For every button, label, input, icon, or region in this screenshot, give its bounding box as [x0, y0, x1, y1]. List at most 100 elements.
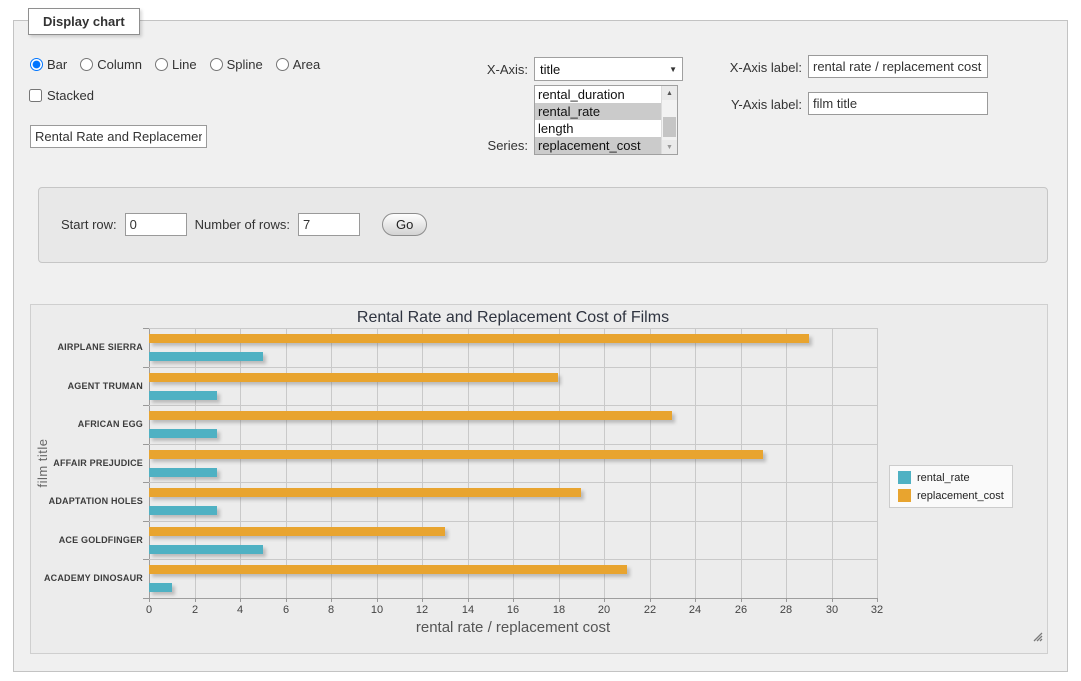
axis-tick: [286, 598, 287, 602]
x-tick-label: 22: [643, 604, 657, 616]
axis-tick: [468, 598, 469, 602]
gridline-x-0: [149, 328, 150, 598]
chevron-down-icon: ▼: [669, 64, 677, 74]
band-line: [149, 444, 877, 445]
axis-tick: [786, 598, 787, 602]
chart-type-radio-line[interactable]: [155, 58, 169, 71]
bar-rental_rate: [149, 391, 217, 400]
category-label: ACE GOLDFINGER: [58, 535, 143, 545]
x-axis-selected-value: title: [540, 61, 561, 77]
gridline-x-10: [377, 328, 378, 598]
axis-nub: [143, 598, 149, 599]
gridline-x-26: [741, 328, 742, 598]
category-label: AFFAIR PREJUDICE: [53, 458, 143, 468]
axis-nub: [143, 405, 149, 406]
series-option-rental_duration[interactable]: rental_duration: [538, 87, 625, 102]
axis-tick: [149, 598, 150, 602]
x-tick-label: 20: [597, 604, 611, 616]
plot-area: [143, 328, 878, 599]
x-axis-label: X-Axis:: [486, 62, 528, 77]
axis-nub: [143, 559, 149, 560]
x-tick-label: 8: [327, 604, 335, 616]
chart-type-option-spline[interactable]: Spline: [209, 57, 263, 72]
stacked-row[interactable]: Stacked: [29, 88, 94, 103]
x-tick-label: 24: [688, 604, 702, 616]
bar-replacement_cost: [149, 450, 763, 459]
axis-nub: [143, 328, 149, 329]
axis-tick: [240, 598, 241, 602]
x-tick-label: 16: [506, 604, 520, 616]
chart-type-radio-bar[interactable]: [30, 58, 43, 71]
gridline-x-16: [513, 328, 514, 598]
rows-panel: Start row: Number of rows: Go: [38, 187, 1048, 263]
chart-type-radio-spline[interactable]: [209, 58, 223, 71]
chart-type-radio-column[interactable]: [80, 58, 94, 71]
x-axis-label-input[interactable]: [808, 55, 988, 78]
gridline-x-6: [286, 328, 287, 598]
series-option-replacement_cost[interactable]: replacement_cost: [535, 137, 661, 154]
bar-replacement_cost: [149, 373, 558, 382]
chart-type-option-bar[interactable]: Bar: [30, 57, 67, 72]
x-tick-label: 32: [870, 604, 884, 616]
x-tick-label: 10: [370, 604, 384, 616]
scrollbar[interactable]: ▲ ▼: [661, 86, 677, 154]
bar-rental_rate: [149, 506, 217, 515]
chart-type-text-bar: Bar: [47, 57, 68, 72]
series-option-rental_rate[interactable]: rental_rate: [535, 103, 661, 120]
legend-label-rental_rate: rental_rate: [917, 471, 970, 484]
chart-type-text-column: Column: [97, 57, 143, 72]
start-row-input[interactable]: [124, 213, 187, 236]
gridline-x-4: [240, 328, 241, 598]
axis-tick: [604, 598, 605, 602]
chart-type-option-area[interactable]: Area: [275, 57, 320, 72]
resize-grip[interactable]: [1033, 632, 1043, 642]
gridline-x-14: [468, 328, 469, 598]
scrollbar-thumb[interactable]: [663, 117, 676, 137]
chart-type-option-column[interactable]: Column: [80, 57, 142, 72]
series-options: rental_duration rental_rate length replacem…: [535, 86, 661, 154]
x-tick-label: 12: [415, 604, 429, 616]
legend-swatch-rental_rate: [898, 471, 911, 484]
x-tick-label: 28: [779, 604, 793, 616]
x-axis-label-field-label: X-Axis label:: [729, 60, 802, 75]
chart-type-radio-area[interactable]: [275, 58, 289, 71]
x-tick-label: 0: [145, 604, 153, 616]
gridline-x-22: [650, 328, 651, 598]
go-button[interactable]: Go: [382, 213, 428, 236]
chart-legend: rental_rate replacement_cost: [889, 465, 1013, 508]
scroll-down-icon[interactable]: ▼: [662, 140, 677, 154]
series-multiselect[interactable]: rental_duration rental_rate length replacem…: [534, 85, 678, 155]
start-row-label: Start row:: [61, 217, 117, 232]
bar-rental_rate: [149, 429, 217, 438]
band-line: [149, 328, 877, 329]
category-label: AFRICAN EGG: [77, 419, 143, 429]
axis-nub: [143, 482, 149, 483]
axis-tick: [832, 598, 833, 602]
bar-rental_rate: [149, 352, 263, 361]
legend-swatch-replacement_cost: [898, 489, 911, 502]
scroll-up-icon[interactable]: ▲: [662, 86, 677, 100]
category-label: ADAPTATION HOLES: [48, 496, 143, 506]
x-axis-select[interactable]: title ▼: [534, 57, 683, 81]
series-label: Series:: [487, 138, 528, 153]
band-line: [149, 559, 877, 560]
stacked-label: Stacked: [47, 88, 94, 103]
chart-type-option-line[interactable]: Line: [155, 57, 197, 72]
bar-rental_rate: [149, 468, 217, 477]
gridline-x-8: [331, 328, 332, 598]
gridline-x-30: [832, 328, 833, 598]
chart-container: Rental Rate and Replacement Cost of Film…: [30, 304, 1048, 654]
axis-tick: [422, 598, 423, 602]
chart-title-input[interactable]: [30, 125, 207, 148]
stacked-checkbox[interactable]: [29, 89, 42, 102]
band-line: [149, 482, 877, 483]
legend-item-replacement_cost[interactable]: replacement_cost: [898, 489, 1004, 502]
x-tick-label: 26: [734, 604, 748, 616]
legend-item-rental_rate[interactable]: rental_rate: [898, 471, 1004, 484]
bar-replacement_cost: [149, 527, 445, 536]
series-option-length[interactable]: length: [538, 121, 574, 136]
axis-tick: [741, 598, 742, 602]
gridline-x-12: [422, 328, 423, 598]
num-rows-input[interactable]: [298, 213, 360, 236]
y-axis-label-input[interactable]: [808, 92, 988, 115]
